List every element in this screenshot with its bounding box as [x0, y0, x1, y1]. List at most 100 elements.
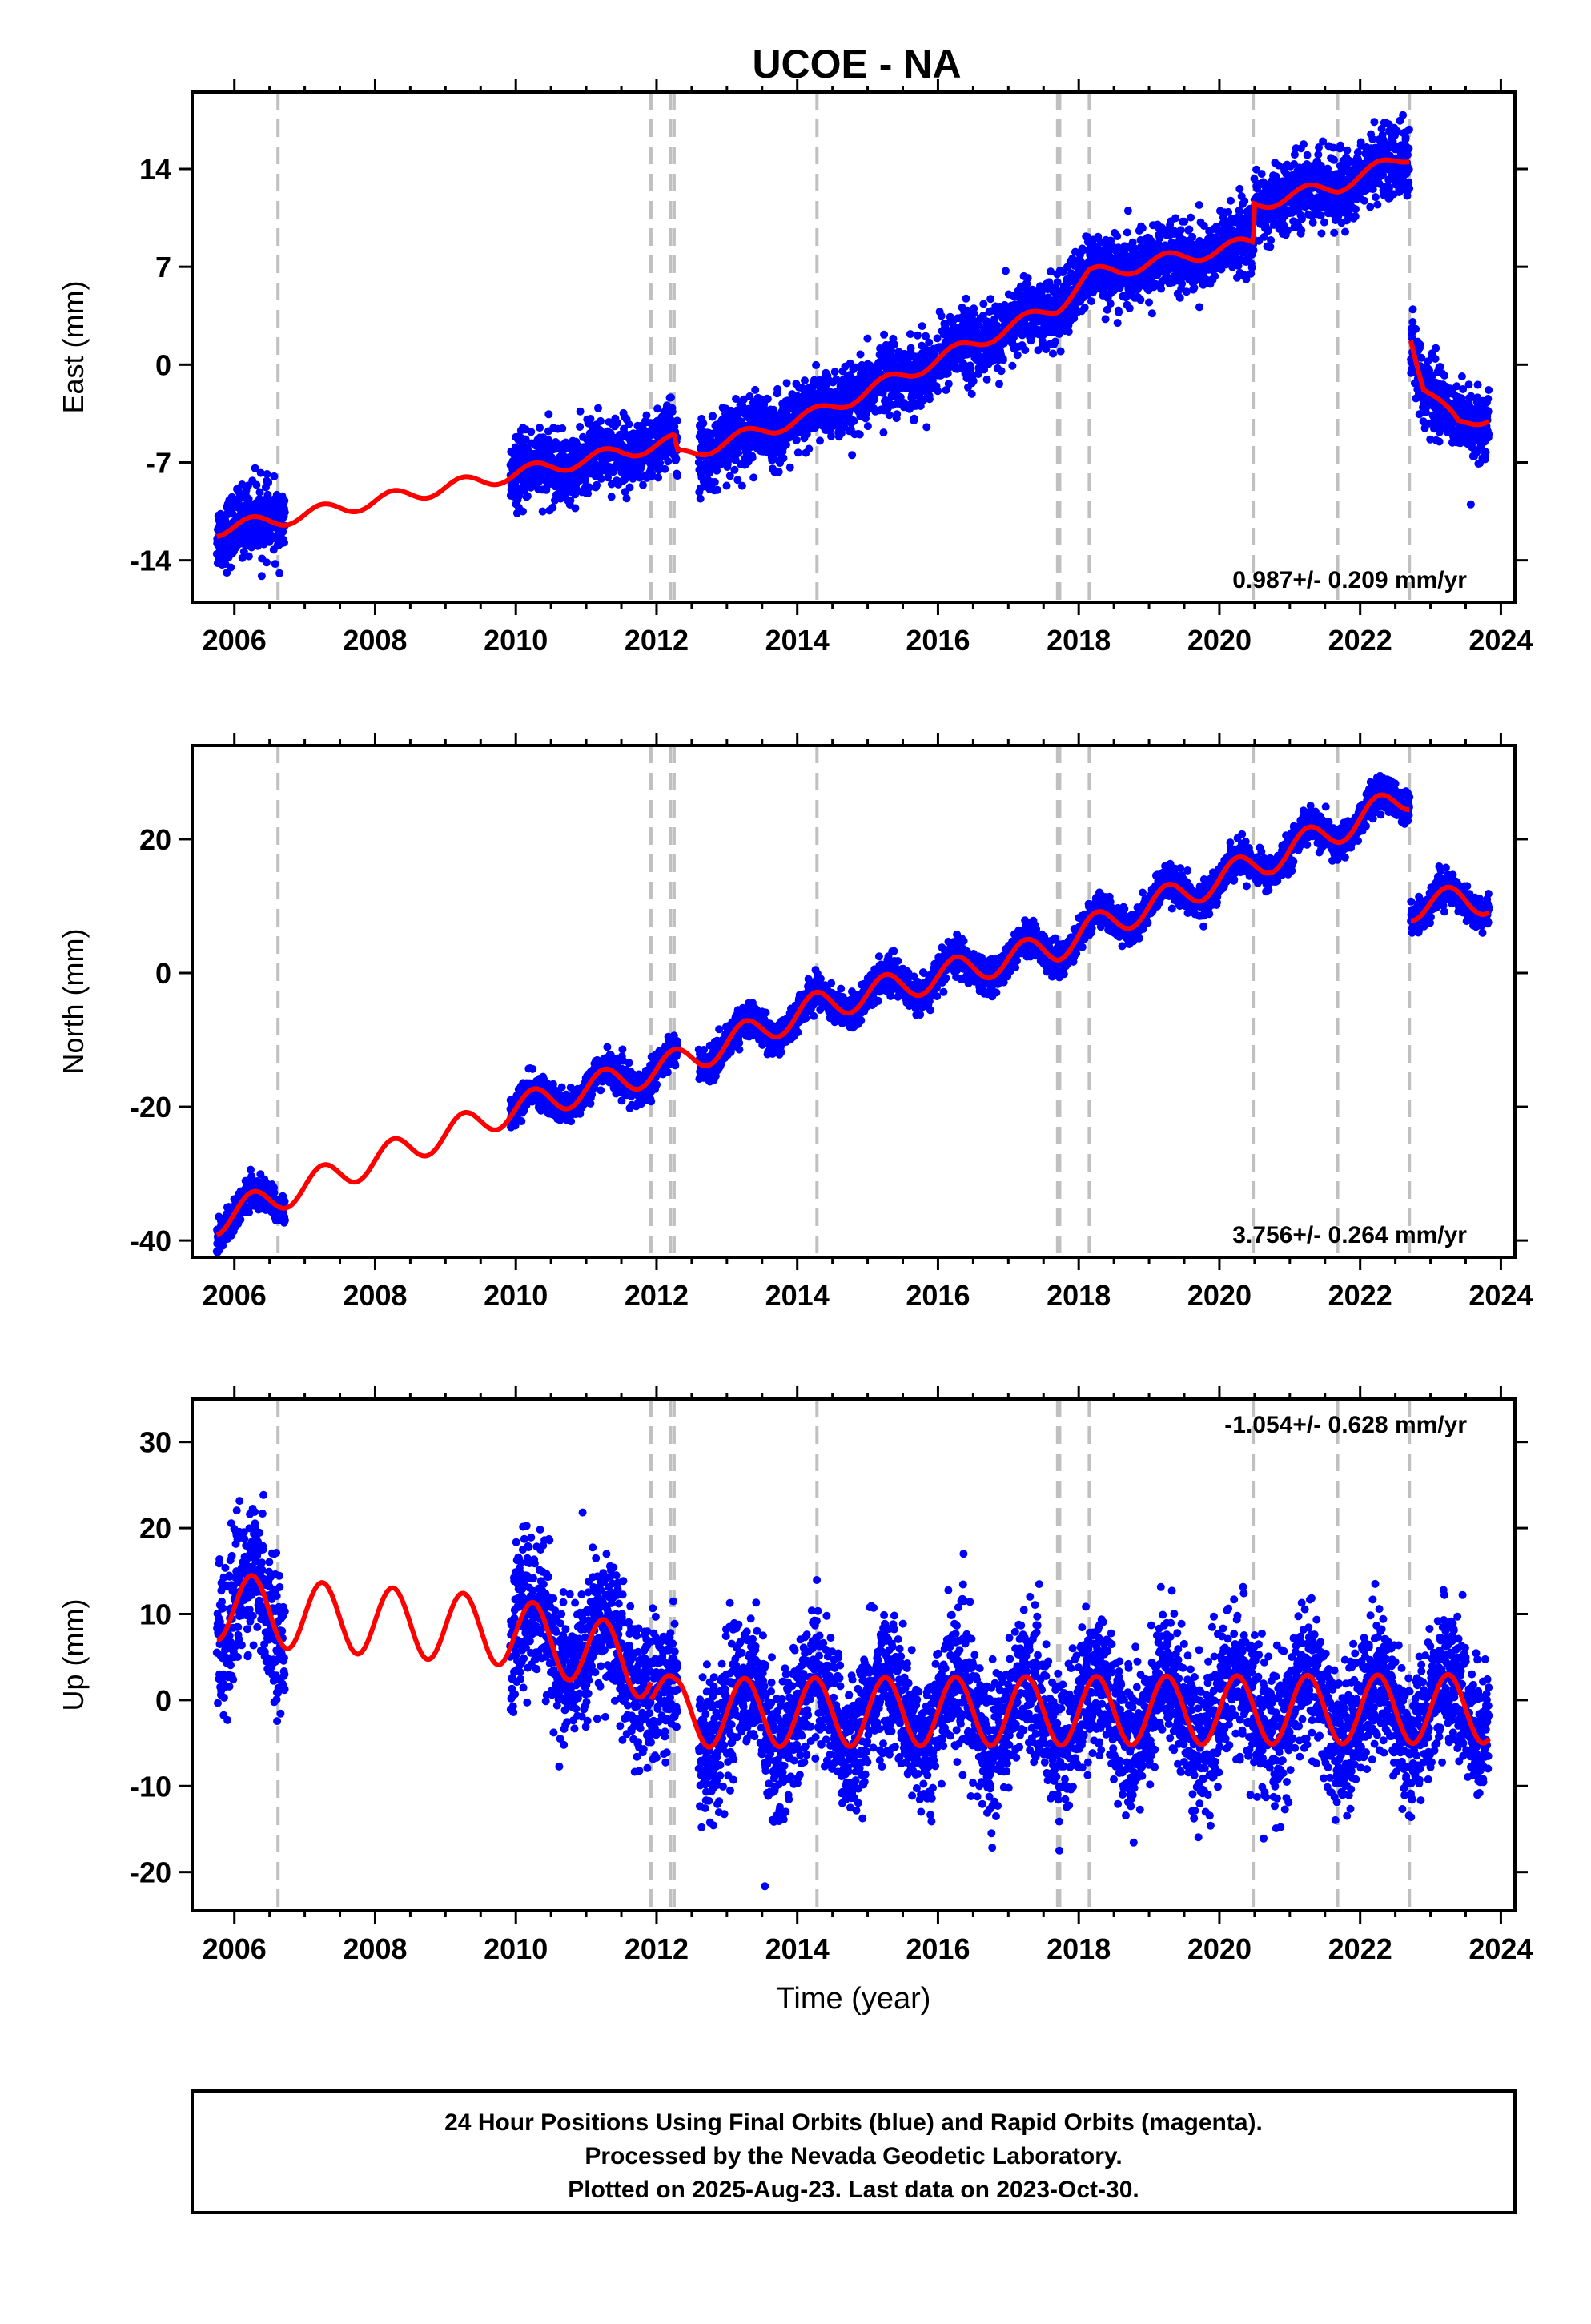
data-point	[653, 404, 662, 413]
figure-title: UCOE - NA	[752, 42, 961, 86]
data-point	[1366, 203, 1375, 211]
data-point	[581, 476, 589, 485]
data-point	[731, 456, 740, 464]
data-point	[544, 410, 553, 419]
data-point	[1314, 151, 1323, 159]
data-point	[594, 404, 602, 412]
data-point	[710, 478, 719, 486]
data-point	[1373, 200, 1382, 209]
data-point	[263, 470, 271, 478]
data-point	[1002, 267, 1010, 275]
data-point	[885, 411, 894, 420]
data-point	[863, 334, 872, 343]
data-point	[1080, 304, 1089, 312]
data-point	[1049, 349, 1057, 358]
data-point	[713, 485, 721, 494]
data-point	[801, 376, 809, 385]
data-point	[1370, 118, 1379, 127]
data-points	[212, 111, 1493, 581]
data-point	[745, 392, 754, 400]
data-point	[1047, 267, 1055, 276]
data-point	[1123, 228, 1131, 237]
data-point	[1145, 298, 1153, 307]
data-point	[732, 395, 740, 403]
data-point	[980, 365, 989, 374]
data-point	[855, 430, 864, 439]
data-point	[604, 473, 613, 482]
data-point	[264, 478, 273, 487]
data-point	[654, 473, 662, 482]
data-point	[1330, 155, 1338, 164]
data-point	[1195, 201, 1203, 209]
data-point	[1211, 271, 1219, 280]
data-point	[1087, 297, 1095, 306]
data-point	[995, 380, 1003, 388]
data-point	[1257, 170, 1266, 179]
data-point	[1059, 268, 1067, 277]
data-point	[962, 294, 970, 303]
data-point	[280, 497, 289, 505]
data-point	[1300, 140, 1308, 149]
data-point	[607, 493, 616, 501]
data-point	[887, 347, 896, 356]
data-point	[805, 444, 814, 453]
data-point	[733, 476, 742, 485]
data-point	[1136, 296, 1145, 304]
data-point	[227, 563, 235, 572]
data-point	[933, 334, 942, 343]
data-point	[1303, 151, 1312, 159]
data-point	[1227, 196, 1235, 205]
data-point	[1404, 144, 1413, 153]
data-point	[1101, 315, 1110, 324]
data-point	[1008, 361, 1017, 370]
data-point	[597, 474, 605, 483]
data-point	[523, 492, 532, 501]
data-point	[997, 367, 1006, 376]
data-point	[734, 449, 743, 457]
data-point	[251, 464, 259, 472]
data-point	[656, 459, 665, 468]
data-point	[1399, 111, 1408, 119]
data-point	[1079, 247, 1087, 255]
data-point	[1352, 205, 1360, 214]
data-point	[255, 488, 264, 497]
data-point	[880, 330, 889, 339]
data-point	[519, 507, 527, 516]
data-point	[890, 340, 898, 349]
data-point	[622, 494, 631, 503]
data-point	[922, 332, 930, 340]
data-point	[1190, 283, 1199, 292]
data-point	[1195, 303, 1203, 312]
data-point	[1021, 346, 1030, 354]
data-point	[1341, 227, 1349, 236]
data-point	[1416, 340, 1424, 349]
data-point	[270, 472, 279, 480]
data-point	[1308, 218, 1317, 227]
data-point	[1175, 293, 1184, 302]
data-point	[983, 317, 992, 326]
data-point	[1147, 309, 1156, 318]
east-panel: 2006 2008 2010 2012 2014 2016 2018 2020 2022 2024…	[57, 79, 1533, 657]
data-point	[1408, 305, 1417, 314]
data-point	[774, 468, 783, 476]
data-point	[926, 395, 934, 404]
data-point	[837, 429, 846, 437]
data-point	[1267, 236, 1276, 244]
data-point	[586, 415, 595, 423]
data-point	[515, 492, 524, 501]
data-point	[613, 419, 622, 428]
data-point	[275, 569, 284, 577]
data-point	[906, 344, 915, 352]
data-point	[959, 360, 968, 369]
data-point	[1187, 213, 1195, 222]
data-point	[1343, 146, 1352, 155]
data-point	[863, 422, 872, 431]
data-point	[1064, 328, 1073, 336]
data-point	[1320, 218, 1328, 227]
data-point	[1224, 207, 1233, 216]
data-point	[763, 395, 772, 404]
data-point	[1405, 184, 1414, 193]
data-point	[1157, 284, 1166, 293]
data-point	[668, 408, 677, 416]
data-point	[830, 368, 839, 376]
